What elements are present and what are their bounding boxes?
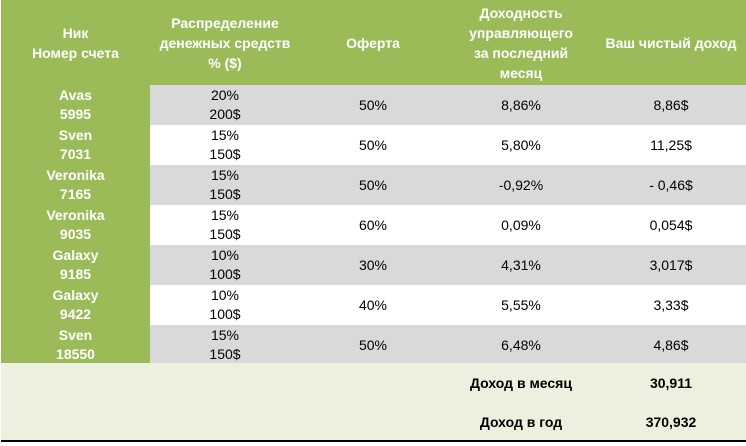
account-number: 18550 xyxy=(56,346,95,362)
offer-cell: 50% xyxy=(358,136,388,153)
yield-cell: 6,48% xyxy=(501,336,541,353)
allocation-amount: 150$ xyxy=(209,186,241,202)
yield-cell: 0,09% xyxy=(501,216,541,233)
allocation-percent: 10% xyxy=(210,247,240,263)
nick-cell: Veronika 7165 xyxy=(1,165,150,205)
allocation-cell: 10% 100$ xyxy=(150,285,300,325)
yield-cell: 4,31% xyxy=(501,256,541,273)
nick-cell: Sven 18550 xyxy=(1,325,150,365)
header-line: Оферта xyxy=(346,34,400,51)
header-line: Ваш чистый доход xyxy=(605,34,737,51)
allocation-percent: 15% xyxy=(210,327,240,343)
header-line: Ник xyxy=(62,24,89,41)
allocation-amount: 100$ xyxy=(209,266,241,282)
table-row: Galaxy 9422 10% 100$ 40% 5,55% 3,33$ xyxy=(1,285,746,325)
nick: Sven xyxy=(58,327,93,343)
header-line: Распределение xyxy=(171,14,279,31)
header-allocation: Распределение денежных средств % ($) xyxy=(150,0,300,85)
nick-cell: Galaxy 9185 xyxy=(1,245,150,285)
totals-section: Доход в месяц 30,911 Доход в год 370,932 xyxy=(1,363,746,441)
account-number: 9422 xyxy=(59,306,92,322)
allocation-percent: 15% xyxy=(210,207,240,223)
yield-cell: 5,80% xyxy=(501,136,541,153)
income-cell: 0,054$ xyxy=(649,216,693,233)
nick: Veronika xyxy=(46,167,105,183)
offer-cell: 30% xyxy=(358,256,388,273)
header-net-income: Ваш чистый доход xyxy=(596,0,746,85)
offer-cell: 40% xyxy=(358,296,388,313)
yield-cell: 8,86% xyxy=(501,96,541,113)
header-line: за последний xyxy=(473,44,569,61)
account-number: 7165 xyxy=(59,186,92,202)
allocation-cell: 20% 200$ xyxy=(150,85,300,125)
income-cell: 3,017$ xyxy=(649,256,693,273)
nick: Galaxy xyxy=(52,247,99,263)
allocation-percent: 10% xyxy=(210,287,240,303)
header-line: денежных средств xyxy=(159,34,291,51)
allocation-amount: 150$ xyxy=(209,346,241,362)
table-row: Galaxy 9185 10% 100$ 30% 4,31% 3,017$ xyxy=(1,245,746,285)
header-nick-account: Ник Номер счета xyxy=(1,0,150,85)
yield-cell: 5,55% xyxy=(501,296,541,313)
nick: Veronika xyxy=(46,207,105,223)
allocation-cell: 15% 150$ xyxy=(150,205,300,245)
header-line: Доходность xyxy=(479,4,563,21)
allocation-cell: 15% 150$ xyxy=(150,325,300,365)
nick-cell: Sven 7031 xyxy=(1,125,150,165)
yearly-income-label: Доход в год xyxy=(479,413,563,430)
header-line: Номер счета xyxy=(32,44,119,61)
allocation-percent: 15% xyxy=(210,127,240,143)
nick: Galaxy xyxy=(52,287,99,303)
table-header: Ник Номер счета Распределение денежных с… xyxy=(1,0,746,85)
table-row: Veronika 9035 15% 150$ 60% 0,09% 0,054$ xyxy=(1,205,746,245)
table-bottom-border xyxy=(1,440,746,442)
offer-cell: 50% xyxy=(358,96,388,113)
table-row: Veronika 7165 15% 150$ 50% -0,92% - 0,46… xyxy=(1,165,746,205)
account-number: 7031 xyxy=(59,146,92,162)
offer-cell: 60% xyxy=(358,216,388,233)
nick-cell: Avas 5995 xyxy=(1,85,150,125)
offer-cell: 50% xyxy=(358,336,388,353)
nick: Sven xyxy=(58,127,93,143)
monthly-income-value: 30,911 xyxy=(649,374,693,391)
nick-cell: Galaxy 9422 xyxy=(1,285,150,325)
yield-cell: -0,92% xyxy=(498,176,544,193)
account-number: 5995 xyxy=(59,106,92,122)
monthly-income-label: Доход в месяц xyxy=(470,374,572,391)
income-cell: 8,86$ xyxy=(653,96,689,113)
table-row: Avas 5995 20% 200$ 50% 8,86% 8,86$ xyxy=(1,85,746,125)
account-number: 9185 xyxy=(59,266,92,282)
allocation-amount: 200$ xyxy=(209,106,241,122)
income-cell: 4,86$ xyxy=(653,336,689,353)
income-cell: 11,25$ xyxy=(650,136,692,153)
header-line: управляющего xyxy=(469,24,573,41)
table-row: Sven 18550 15% 150$ 50% 6,48% 4,86$ xyxy=(1,325,746,365)
header-line: месяц xyxy=(499,64,543,81)
income-cell: 3,33$ xyxy=(653,296,689,313)
header-line: % ($) xyxy=(208,54,242,71)
allocation-amount: 150$ xyxy=(209,146,241,162)
allocation-cell: 15% 150$ xyxy=(150,125,300,165)
header-offer: Оферта xyxy=(300,0,446,85)
allocation-cell: 10% 100$ xyxy=(150,245,300,285)
allocation-percent: 20% xyxy=(210,87,240,103)
allocation-amount: 150$ xyxy=(209,226,241,242)
nick-cell: Veronika 9035 xyxy=(1,205,150,245)
account-number: 9035 xyxy=(59,226,92,242)
header-yield: Доходность управляющего за последний мес… xyxy=(446,0,596,85)
allocation-cell: 15% 150$ xyxy=(150,165,300,205)
yearly-income-value: 370,932 xyxy=(645,413,697,430)
allocation-percent: 15% xyxy=(210,167,240,183)
nick: Avas xyxy=(59,87,92,103)
allocation-amount: 100$ xyxy=(209,306,241,322)
income-cell: - 0,46$ xyxy=(649,176,693,193)
table-row: Sven 7031 15% 150$ 50% 5,80% 11,25$ xyxy=(1,125,746,165)
offer-cell: 50% xyxy=(358,176,388,193)
